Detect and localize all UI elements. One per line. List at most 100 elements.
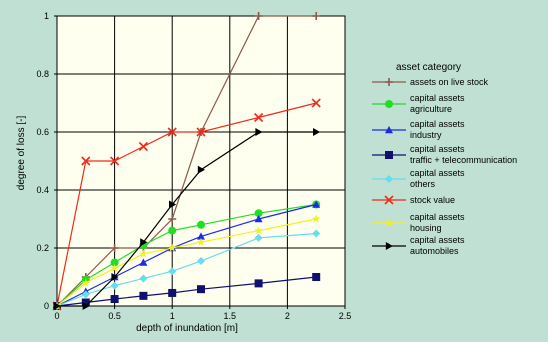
data-point-others (81, 290, 90, 299)
data-point-automobiles (140, 238, 148, 247)
data-point-others (168, 267, 177, 276)
data-point-traffic (110, 295, 119, 304)
data-point-agriculture (168, 226, 177, 235)
data-point-housing (196, 237, 206, 246)
x-tick-label: 1.5 (224, 311, 237, 321)
series-housing (52, 214, 321, 310)
data-point-automobiles (255, 128, 263, 136)
y-tick-label: 0.8 (36, 69, 49, 79)
legend-label: capital assets (410, 144, 465, 154)
series-line-agriculture (56, 203, 317, 307)
data-point-traffic (81, 298, 90, 307)
data-point-stock (254, 112, 264, 123)
series-line-housing (56, 218, 317, 307)
axes: 0 0.5 1 1.5 2 2.5 0 0.2 0.4 0.6 0.8 1 depth of inund… (16, 11, 351, 334)
legend-entry-livestock: assets on live stock (372, 77, 489, 87)
data-point-industry (254, 215, 263, 223)
x-tick-label: 0.5 (108, 311, 121, 321)
data-point-others (110, 281, 119, 290)
data-point-automobiles (197, 165, 205, 174)
y-tick-label: 0.6 (36, 127, 49, 137)
data-point-housing (81, 278, 90, 287)
data-point-automobiles (169, 200, 177, 209)
legend-label: others (410, 179, 436, 189)
series-line-automobiles (57, 131, 317, 307)
data-point-housing (312, 214, 321, 223)
data-point-livestock (254, 12, 263, 20)
data-point-agriculture (254, 209, 263, 218)
legend-label: stock value (410, 195, 455, 205)
legend-label: capital assets (410, 212, 465, 222)
legend-entry-stock: stock value (372, 195, 455, 205)
legend-label: capital assets (410, 235, 465, 245)
x-tick-label: 0 (54, 311, 59, 321)
series-line-others (56, 232, 317, 307)
series-line-livestock (56, 15, 317, 307)
series-layer (52, 12, 321, 311)
data-point-livestock (168, 215, 177, 223)
legend-marker (385, 100, 393, 108)
data-point-agriculture (110, 258, 119, 267)
y-tick-label: 0.2 (36, 243, 49, 253)
data-point-stock (167, 127, 177, 137)
series-stock (52, 98, 321, 311)
data-point-stock (81, 156, 91, 166)
data-point-stock (110, 156, 120, 166)
legend-marker (384, 195, 394, 205)
data-point-others (139, 274, 148, 283)
legend-title: asset category (396, 62, 461, 73)
data-point-stock (196, 127, 206, 137)
data-point-livestock (312, 12, 321, 20)
legend-label: capital assets (410, 119, 465, 129)
data-point-automobiles (82, 302, 90, 310)
series-line-industry (56, 203, 317, 307)
data-point-livestock (110, 244, 119, 252)
x-tick-label: 2 (285, 311, 290, 321)
x-axis-label: depth of inundation [m] (136, 323, 238, 334)
y-tick-label: 1 (44, 11, 49, 21)
legend-label: industry (410, 130, 442, 140)
data-point-others (254, 233, 263, 242)
data-point-housing (168, 243, 177, 252)
legend-marker (385, 175, 393, 183)
legend-marker (385, 126, 393, 134)
legend-marker (385, 242, 393, 250)
legend-label: automobiles (410, 246, 459, 256)
legend-marker (385, 151, 393, 159)
data-point-industry (312, 200, 321, 208)
y-axis-label: degree of loss [-] (16, 116, 27, 191)
data-point-traffic (197, 285, 205, 294)
legend-label: assets on live stock (410, 77, 489, 87)
data-point-automobiles (111, 273, 119, 281)
y-tick-label: 0 (44, 301, 49, 311)
series-automobiles (53, 128, 321, 310)
data-point-traffic (312, 273, 321, 281)
legend-label: agriculture (410, 104, 452, 114)
data-point-agriculture (197, 220, 205, 229)
x-tick-label: 2.5 (339, 311, 352, 321)
data-point-others (312, 229, 321, 238)
legend-label: capital assets (410, 168, 465, 178)
data-point-automobiles (53, 302, 61, 310)
legend-marker (384, 218, 394, 227)
y-tick-label: 0.4 (36, 185, 49, 195)
data-point-housing (139, 249, 148, 258)
data-point-industry (139, 258, 148, 266)
data-point-housing (254, 226, 263, 235)
legend-marker (385, 78, 393, 86)
data-point-industry (197, 232, 205, 240)
data-point-others (197, 257, 205, 266)
data-point-traffic (254, 279, 263, 288)
data-point-housing (110, 263, 119, 272)
legend: asset category assets on live stock capita… (372, 62, 517, 256)
data-point-traffic (168, 288, 177, 297)
legend-label: housing (410, 223, 442, 233)
